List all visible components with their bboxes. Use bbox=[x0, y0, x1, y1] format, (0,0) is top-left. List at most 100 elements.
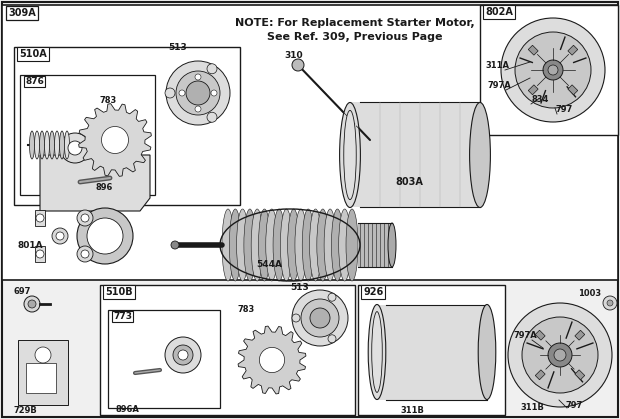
Circle shape bbox=[56, 232, 64, 240]
Circle shape bbox=[68, 141, 82, 155]
Ellipse shape bbox=[35, 131, 40, 159]
Circle shape bbox=[87, 218, 123, 254]
Ellipse shape bbox=[346, 209, 358, 281]
Text: 926: 926 bbox=[363, 287, 383, 297]
Text: 803A: 803A bbox=[395, 177, 423, 187]
Circle shape bbox=[211, 90, 217, 96]
Ellipse shape bbox=[343, 110, 356, 199]
Bar bbox=[535, 330, 545, 340]
Bar bbox=[575, 330, 585, 340]
Text: 896A: 896A bbox=[115, 405, 139, 414]
Circle shape bbox=[166, 61, 230, 125]
Text: 797A: 797A bbox=[488, 81, 511, 90]
Polygon shape bbox=[238, 326, 306, 394]
Bar bbox=[377, 305, 487, 399]
Ellipse shape bbox=[368, 305, 386, 399]
Ellipse shape bbox=[340, 103, 360, 207]
Bar bbox=[575, 370, 585, 380]
Bar bbox=[14, 47, 240, 205]
Bar bbox=[20, 75, 155, 195]
Circle shape bbox=[515, 32, 591, 108]
Circle shape bbox=[81, 214, 89, 222]
Circle shape bbox=[508, 303, 612, 407]
Text: 783: 783 bbox=[238, 305, 255, 314]
Text: 797A: 797A bbox=[514, 331, 538, 340]
Circle shape bbox=[301, 299, 339, 337]
Circle shape bbox=[77, 210, 93, 226]
Bar bbox=[568, 45, 578, 55]
Text: 797: 797 bbox=[556, 105, 574, 114]
Text: eReplacementParts.com: eReplacementParts.com bbox=[252, 245, 379, 255]
Circle shape bbox=[36, 250, 44, 258]
Ellipse shape bbox=[222, 209, 234, 281]
Ellipse shape bbox=[372, 312, 383, 392]
Ellipse shape bbox=[50, 131, 55, 159]
Circle shape bbox=[207, 64, 217, 74]
Text: 513: 513 bbox=[168, 43, 187, 52]
Text: 876: 876 bbox=[25, 77, 44, 86]
Circle shape bbox=[195, 74, 201, 80]
Ellipse shape bbox=[295, 209, 307, 281]
Text: 309A: 309A bbox=[8, 8, 36, 18]
Circle shape bbox=[178, 350, 188, 360]
Circle shape bbox=[292, 314, 300, 322]
Bar bbox=[480, 5, 618, 135]
Circle shape bbox=[77, 208, 133, 264]
Ellipse shape bbox=[469, 103, 490, 207]
Ellipse shape bbox=[237, 209, 249, 281]
Text: 311B: 311B bbox=[400, 406, 424, 415]
Circle shape bbox=[195, 106, 201, 112]
Circle shape bbox=[35, 347, 51, 363]
Circle shape bbox=[171, 241, 179, 249]
Text: 896: 896 bbox=[95, 183, 112, 192]
Circle shape bbox=[207, 112, 217, 122]
Circle shape bbox=[292, 290, 348, 346]
Ellipse shape bbox=[229, 209, 241, 281]
Ellipse shape bbox=[388, 223, 396, 267]
Text: 1003: 1003 bbox=[578, 289, 601, 298]
Ellipse shape bbox=[30, 131, 35, 159]
Circle shape bbox=[24, 296, 40, 312]
Circle shape bbox=[603, 296, 617, 310]
Ellipse shape bbox=[60, 131, 64, 159]
Bar bbox=[35, 246, 45, 262]
Bar bbox=[528, 45, 538, 55]
Ellipse shape bbox=[478, 305, 496, 399]
Circle shape bbox=[292, 59, 304, 71]
Bar bbox=[100, 285, 355, 415]
Bar bbox=[528, 85, 538, 95]
Ellipse shape bbox=[309, 209, 322, 281]
Ellipse shape bbox=[251, 209, 263, 281]
Text: 513: 513 bbox=[290, 283, 309, 292]
Circle shape bbox=[173, 345, 193, 365]
Circle shape bbox=[36, 214, 44, 222]
Circle shape bbox=[543, 60, 563, 80]
Text: 773: 773 bbox=[113, 312, 132, 321]
Ellipse shape bbox=[273, 209, 285, 281]
Circle shape bbox=[28, 300, 36, 308]
Ellipse shape bbox=[280, 209, 293, 281]
Bar bbox=[535, 370, 545, 380]
Bar bbox=[358, 285, 505, 415]
Polygon shape bbox=[40, 155, 150, 211]
Bar bbox=[18, 340, 68, 405]
Ellipse shape bbox=[288, 209, 299, 281]
Ellipse shape bbox=[64, 131, 69, 159]
Circle shape bbox=[554, 349, 566, 361]
Text: 510A: 510A bbox=[19, 49, 46, 59]
Circle shape bbox=[165, 88, 175, 98]
Circle shape bbox=[52, 228, 68, 244]
Ellipse shape bbox=[55, 131, 60, 159]
Bar bbox=[108, 310, 220, 408]
Text: 802A: 802A bbox=[485, 7, 513, 17]
Text: 783: 783 bbox=[100, 96, 117, 105]
Circle shape bbox=[607, 300, 613, 306]
Ellipse shape bbox=[244, 209, 256, 281]
Bar bbox=[2, 5, 618, 280]
Text: 801A: 801A bbox=[18, 241, 43, 250]
Circle shape bbox=[259, 347, 285, 372]
Text: 697: 697 bbox=[14, 287, 32, 296]
Circle shape bbox=[102, 127, 128, 153]
Text: 797: 797 bbox=[565, 401, 582, 410]
Text: 311A: 311A bbox=[485, 61, 509, 70]
